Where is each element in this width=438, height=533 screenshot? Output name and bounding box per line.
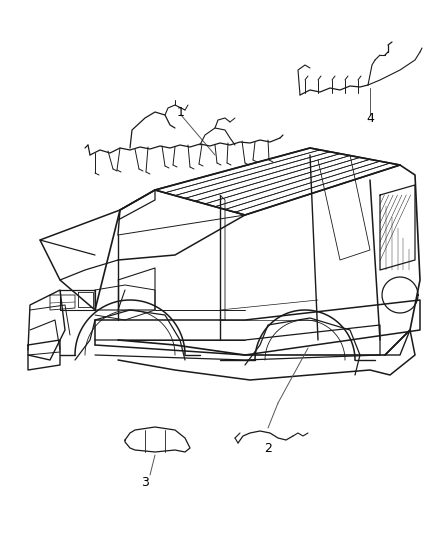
Text: 2: 2 <box>264 441 272 455</box>
Text: 4: 4 <box>366 111 374 125</box>
Text: 3: 3 <box>141 475 149 489</box>
Text: 1: 1 <box>177 106 185 118</box>
